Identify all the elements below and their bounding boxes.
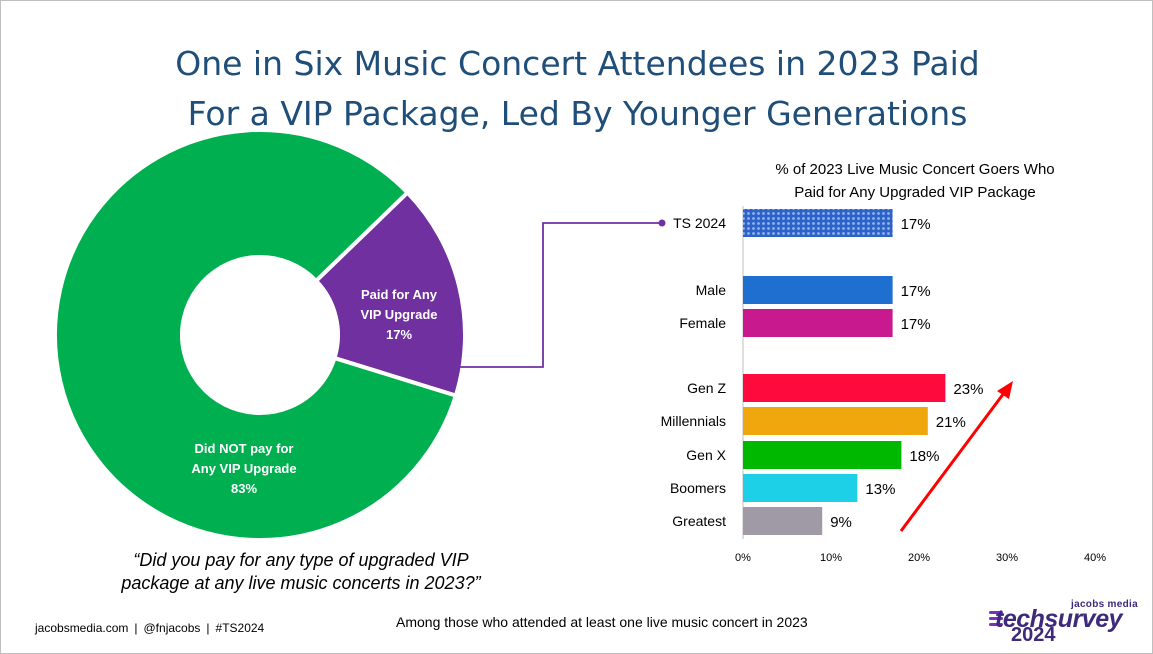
bar-chart-title: % of 2023 Live Music Concert Goers Who Pa… [775,161,1054,201]
logo-brand-small: jacobs media [1071,599,1138,610]
bar [743,374,946,402]
bar [743,441,902,469]
techsurvey-logo: jacobs media techsurvey 2024 [989,599,1149,649]
value-label: 18% [909,448,939,465]
bar [743,276,893,304]
arrow-head [997,381,1013,399]
category-label: Greatest [672,513,726,529]
bar [743,507,823,535]
donut-slice-label: Did NOT pay for Any VIP Upgrade 83% [191,441,296,496]
donut-slice [313,189,467,399]
x-tick-label: 30% [996,552,1018,564]
bar [743,407,928,435]
donut-slice [53,128,459,542]
connector-line [459,219,666,368]
donut-slice-label: Paid for Any VIP Upgrade 17% [360,287,437,342]
slide-title: One in Six Music Concert Attendees in 20… [1,39,1152,139]
x-tick-label: 40% [1084,552,1106,564]
logo-brand-name: techsurvey [995,605,1123,633]
footer-base-note: Among those who attended at least one li… [396,614,808,630]
connector-polyline [459,222,661,368]
value-label: 23% [953,381,983,398]
category-label: Boomers [670,480,726,496]
category-label: Male [696,282,727,298]
bar-chart: TS 2024 17% Male 17% Female 17% Gen Z 23% Millen… [661,206,1106,564]
survey-question: “Did you pay for any type of upgraded VI… [121,550,481,593]
title-line-1: One in Six Music Concert Attendees in 20… [175,44,980,83]
category-label: Gen Z [687,380,726,396]
x-tick-label: 0% [735,552,751,564]
bar-chart-title-line: % of 2023 Live Music Concert Goers Who [775,161,1054,178]
donut-label-line: 17% [386,327,412,342]
footer-hashtag: #TS2024 [215,621,265,635]
value-label: 21% [936,414,966,431]
category-label: Female [679,315,726,331]
category-label: TS 2024 [673,215,726,231]
footer-separator: | [206,621,210,635]
trend-arrow [899,381,1013,532]
logo-year: 2024 [1011,624,1056,646]
footer-site: jacobsmedia.com [35,621,129,635]
donut-label-line: Any VIP Upgrade [191,461,296,476]
logo-lines-icon [989,611,1003,629]
arrow-shaft [899,392,1006,532]
x-tick-label: 20% [908,552,930,564]
donut-chart: Paid for Any VIP Upgrade 17% Did NOT pay fo… [53,128,467,542]
value-label: 13% [865,481,895,498]
title-line-2: For a VIP Package, Led By Younger Genera… [187,94,968,133]
donut-label-line: VIP Upgrade [360,307,437,322]
category-label: Gen X [686,447,726,463]
footer-credits: jacobsmedia.com | @fnjacobs | #TS2024 [35,621,264,635]
category-label: Millennials [661,413,726,429]
connector-dot [658,219,666,227]
footer-handle: @fnjacobs [143,621,201,635]
donut-label-line: 83% [231,481,257,496]
donut-label-line: Paid for Any [361,287,438,302]
bar [743,209,893,237]
donut-label-line: Did NOT pay for [195,441,294,456]
value-label: 17% [901,283,931,300]
bar-chart-title-line: Paid for Any Upgraded VIP Package [794,184,1036,201]
bar [743,474,858,502]
bar [743,309,893,337]
value-label: 9% [830,514,852,531]
value-label: 17% [901,216,931,233]
value-label: 17% [901,316,931,333]
footer-separator: | [134,621,138,635]
x-tick-label: 10% [820,552,842,564]
